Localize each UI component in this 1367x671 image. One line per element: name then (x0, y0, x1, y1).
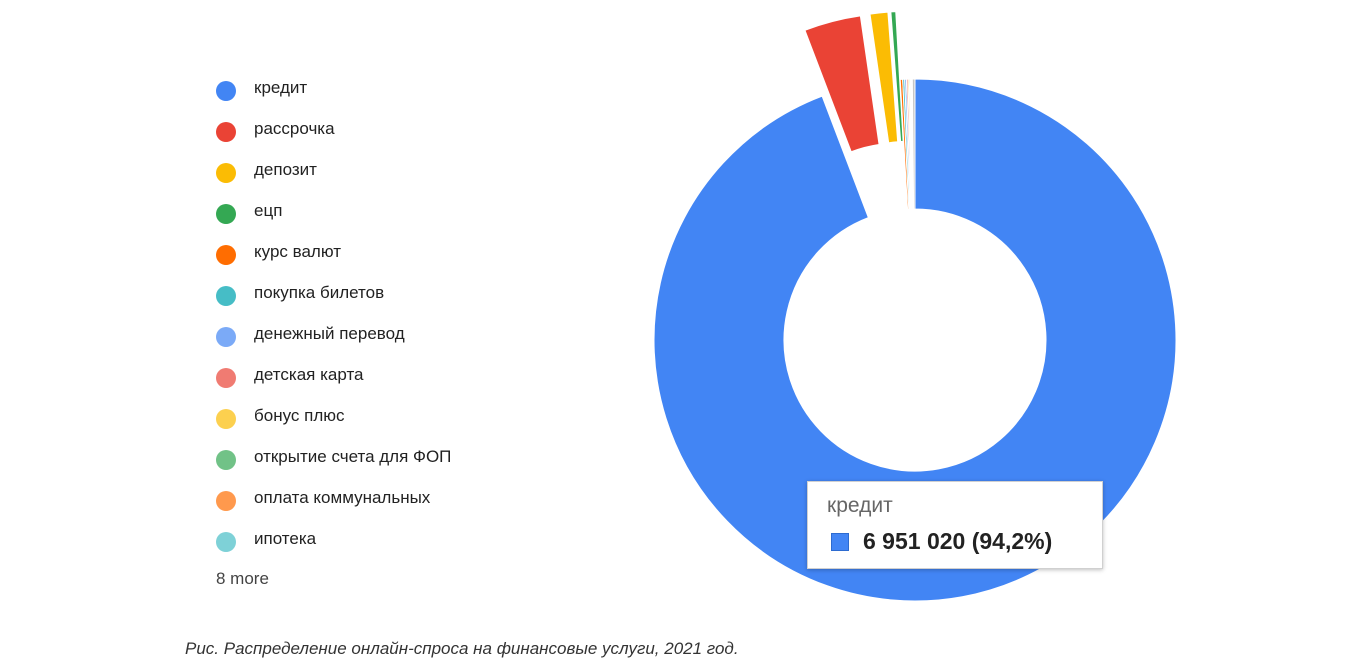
legend-item-оплата-коммунальных[interactable]: оплата коммунальных (216, 486, 451, 527)
legend-item-денежный-перевод[interactable]: денежный перевод (216, 322, 451, 363)
legend-label: детская карта (254, 365, 364, 384)
tooltip-value: 6 951 020 (94,2%) (863, 528, 1053, 554)
tooltip-swatch (831, 533, 849, 551)
legend-label: кредит (254, 78, 308, 97)
legend-swatch (216, 368, 236, 388)
legend-item-рассрочка[interactable]: рассрочка (216, 117, 451, 158)
legend-swatch (216, 245, 236, 265)
legend-item-курс-валют[interactable]: курс валют (216, 240, 451, 281)
donut-slice-рассрочка[interactable] (804, 15, 880, 153)
legend-swatch (216, 81, 236, 101)
donut-slice-ецп[interactable] (890, 11, 904, 143)
legend-item-детская-карта[interactable]: детская карта (216, 363, 451, 404)
legend-label: рассрочка (254, 119, 335, 138)
legend-swatch (216, 532, 236, 552)
legend-swatch (216, 204, 236, 224)
legend-item-ецп[interactable]: ецп (216, 199, 451, 240)
legend-swatch (216, 327, 236, 347)
donut-chart (653, 11, 1177, 602)
chart-tooltip: кредит 6 951 020 (94,2%) (807, 481, 1103, 569)
legend-swatch (216, 122, 236, 142)
legend-item-бонус-плюс[interactable]: бонус плюс (216, 404, 451, 445)
legend-item-кредит[interactable]: кредит (216, 76, 451, 117)
legend-swatch (216, 409, 236, 429)
legend-label: бонус плюс (254, 406, 345, 425)
legend-item-покупка-билетов[interactable]: покупка билетов (216, 281, 451, 322)
legend-label: ецп (254, 201, 283, 220)
legend-label: денежный перевод (254, 324, 405, 343)
legend-label: оплата коммунальных (254, 488, 431, 507)
chart-legend: кредит рассрочка депозит ецп курс валют покуп… (216, 76, 451, 591)
legend-label: депозит (254, 160, 317, 179)
donut-slice-депозит[interactable] (869, 11, 899, 144)
legend-item-ипотека[interactable]: ипотека (216, 527, 451, 568)
legend-item-открытие-счета-для-фоп[interactable]: открытие счета для ФОП (216, 445, 451, 486)
legend-item-депозит[interactable]: депозит (216, 158, 451, 199)
donut-slice-other[interactable] (911, 78, 916, 210)
legend-swatch (216, 286, 236, 306)
donut-slice-кредит[interactable] (653, 78, 1177, 602)
legend-label: открытие счета для ФОП (254, 447, 452, 466)
chart-area: кредит рассрочка депозит ецп курс валют покуп… (216, 11, 1177, 602)
legend-swatch (216, 450, 236, 470)
legend-label: ипотека (254, 529, 317, 548)
legend-swatch (216, 491, 236, 511)
legend-label: покупка билетов (254, 283, 385, 302)
legend-swatch (216, 163, 236, 183)
figure-caption: Рис. Распределение онлайн-спроса на фина… (185, 639, 739, 658)
tooltip-title: кредит (827, 494, 893, 517)
legend-more-link[interactable]: 8 more (216, 569, 269, 588)
legend-label: курс валют (254, 242, 341, 261)
